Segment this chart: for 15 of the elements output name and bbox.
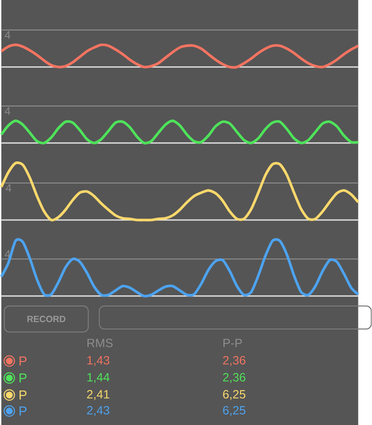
legend-label: P [20,374,27,382]
text: 2,36 [223,373,246,383]
text: P-P [224,338,242,348]
text: 6,25 [223,406,246,416]
legend-label: P [20,390,27,400]
text: 1,44 [88,373,110,383]
text: 2,41 [87,390,110,400]
text: RECORD [27,316,66,322]
text: RMS [88,338,113,348]
text: 2,36 [223,356,246,366]
text: 1,43 [88,356,110,366]
text: 2,43 [87,406,110,416]
text: 6,25 [223,390,246,400]
legend-label: P [20,406,27,416]
legend-label: P [20,356,27,366]
